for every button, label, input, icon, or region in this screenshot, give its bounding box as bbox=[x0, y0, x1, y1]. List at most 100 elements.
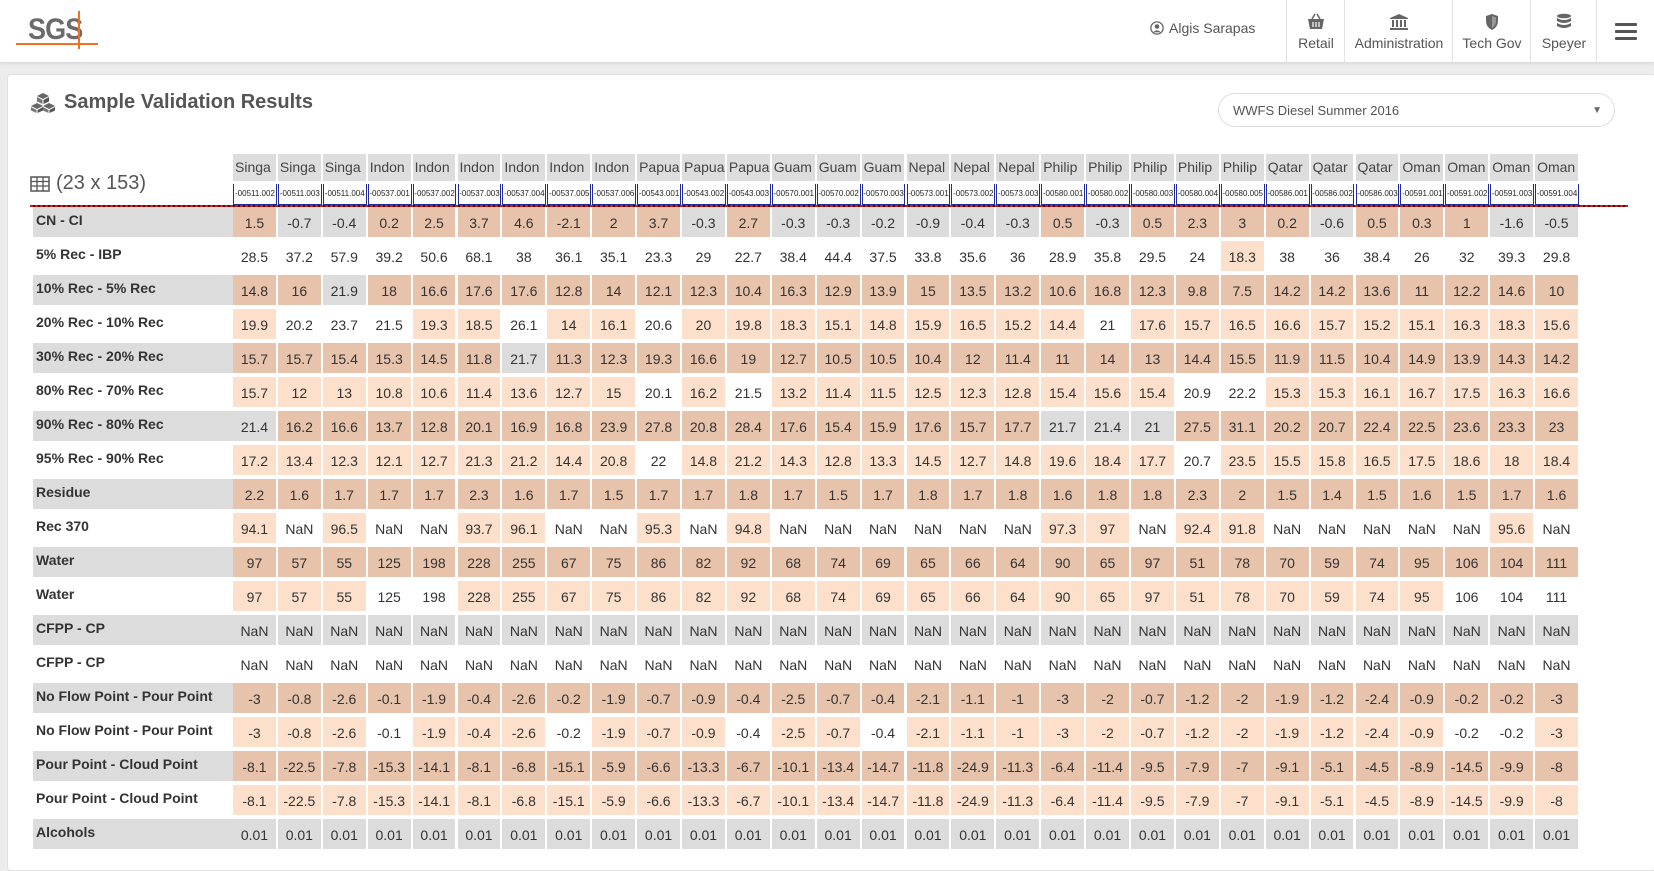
table-cell[interactable]: 29 bbox=[682, 241, 727, 273]
table-cell[interactable]: 1.5 bbox=[1445, 479, 1491, 511]
table-cell[interactable]: 12.3 bbox=[1131, 275, 1176, 307]
table-cell[interactable]: 14.8 bbox=[861, 309, 907, 341]
table-cell[interactable]: -0.7 bbox=[816, 717, 862, 749]
table-cell[interactable]: 23.7 bbox=[322, 309, 368, 341]
table-cell[interactable]: 16 bbox=[277, 275, 323, 307]
table-cell[interactable]: 21.3 bbox=[457, 445, 503, 477]
table-cell[interactable]: 0.01 bbox=[951, 819, 997, 851]
table-cell[interactable]: 35.8 bbox=[1086, 241, 1131, 273]
table-cell[interactable]: 15.2 bbox=[996, 309, 1042, 341]
table-cell[interactable]: 96.5 bbox=[322, 513, 368, 545]
table-cell[interactable]: 39.2 bbox=[367, 241, 413, 273]
table-cell[interactable]: 1.7 bbox=[367, 479, 413, 511]
table-cell[interactable]: -5.9 bbox=[592, 751, 638, 783]
table-cell[interactable]: 1.5 bbox=[1265, 479, 1311, 511]
table-cell[interactable]: 21.4 bbox=[233, 411, 278, 443]
table-cell[interactable]: 12.7 bbox=[412, 445, 458, 477]
table-cell[interactable]: 0.01 bbox=[412, 819, 458, 851]
table-cell[interactable]: 20.2 bbox=[277, 309, 323, 341]
table-cell[interactable]: 15.6 bbox=[1086, 377, 1131, 409]
table-cell[interactable]: 13 bbox=[1131, 343, 1176, 375]
table-cell[interactable]: 44.4 bbox=[816, 241, 862, 273]
table-cell[interactable]: NaN bbox=[592, 615, 638, 647]
table-cell[interactable]: -6.8 bbox=[502, 751, 548, 783]
table-cell[interactable]: 0.01 bbox=[322, 819, 368, 851]
table-cell[interactable]: 69 bbox=[861, 581, 907, 613]
table-cell[interactable]: 0.01 bbox=[367, 819, 413, 851]
table-cell[interactable]: 1.6 bbox=[502, 479, 548, 511]
table-cell[interactable]: -2.5 bbox=[771, 683, 817, 715]
table-cell[interactable]: 1.5 bbox=[592, 479, 638, 511]
table-cell[interactable]: 18.6 bbox=[1445, 445, 1491, 477]
table-cell[interactable]: -0.7 bbox=[1131, 683, 1176, 715]
table-cell[interactable]: NaN bbox=[906, 615, 952, 647]
table-cell[interactable]: -0.9 bbox=[1400, 683, 1446, 715]
table-cell[interactable]: -0.8 bbox=[277, 683, 323, 715]
column-header[interactable]: Indon bbox=[457, 154, 503, 181]
table-cell[interactable]: -0.2 bbox=[547, 683, 593, 715]
table-cell[interactable]: 1.7 bbox=[771, 479, 817, 511]
table-cell[interactable]: NaN bbox=[816, 513, 862, 545]
table-cell[interactable]: -9.9 bbox=[1490, 751, 1536, 783]
table-cell[interactable]: 0.01 bbox=[1355, 819, 1401, 851]
table-cell[interactable]: 0.01 bbox=[906, 819, 952, 851]
table-cell[interactable]: 23.6 bbox=[1445, 411, 1491, 443]
column-header[interactable]: Indon bbox=[412, 154, 458, 181]
table-cell[interactable]: 97 bbox=[1086, 513, 1131, 545]
table-cell[interactable]: 75 bbox=[592, 581, 638, 613]
table-cell[interactable]: 14.4 bbox=[547, 445, 593, 477]
column-header[interactable]: Papua bbox=[726, 154, 772, 181]
table-cell[interactable]: 0.01 bbox=[1535, 819, 1580, 851]
table-cell[interactable]: 10 bbox=[1535, 275, 1580, 307]
table-cell[interactable]: 35.6 bbox=[951, 241, 997, 273]
table-cell[interactable]: 0.01 bbox=[1400, 819, 1446, 851]
table-cell[interactable]: -2.1 bbox=[547, 207, 593, 239]
table-cell[interactable]: NaN bbox=[1400, 649, 1446, 681]
table-cell[interactable]: -22.5 bbox=[277, 751, 323, 783]
table-cell[interactable]: 24 bbox=[1175, 241, 1221, 273]
table-cell[interactable]: 14.8 bbox=[682, 445, 727, 477]
table-cell[interactable]: NaN bbox=[277, 615, 323, 647]
table-cell[interactable]: -0.4 bbox=[457, 717, 503, 749]
table-cell[interactable]: 1.7 bbox=[547, 479, 593, 511]
table-cell[interactable]: 0.01 bbox=[996, 819, 1042, 851]
table-cell[interactable]: 16.8 bbox=[1086, 275, 1131, 307]
table-cell[interactable]: 0.01 bbox=[1490, 819, 1536, 851]
table-cell[interactable]: 10.4 bbox=[1355, 343, 1401, 375]
table-cell[interactable]: 11.9 bbox=[1265, 343, 1311, 375]
table-cell[interactable]: NaN bbox=[637, 649, 682, 681]
table-cell[interactable]: NaN bbox=[1400, 615, 1446, 647]
table-cell[interactable]: 21.5 bbox=[367, 309, 413, 341]
table-cell[interactable]: -3 bbox=[1041, 717, 1087, 749]
table-cell[interactable]: 0.01 bbox=[1175, 819, 1221, 851]
table-cell[interactable]: 15.1 bbox=[1400, 309, 1446, 341]
table-cell[interactable]: 17.5 bbox=[1445, 377, 1491, 409]
table-cell[interactable]: 21 bbox=[1131, 411, 1176, 443]
table-cell[interactable]: 28.9 bbox=[1041, 241, 1087, 273]
table-cell[interactable]: -0.4 bbox=[861, 717, 907, 749]
column-header[interactable]: Philip bbox=[1041, 154, 1087, 181]
table-cell[interactable]: NaN bbox=[1535, 649, 1580, 681]
column-header[interactable]: Philip bbox=[1175, 154, 1221, 181]
table-cell[interactable]: 14 bbox=[547, 309, 593, 341]
table-cell[interactable]: 125 bbox=[367, 581, 413, 613]
table-cell[interactable]: NaN bbox=[816, 615, 862, 647]
table-cell[interactable]: 86 bbox=[637, 581, 682, 613]
table-cell[interactable]: 13.4 bbox=[277, 445, 323, 477]
table-cell[interactable]: 55 bbox=[322, 581, 368, 613]
table-cell[interactable]: NaN bbox=[682, 513, 727, 545]
table-cell[interactable]: 92.4 bbox=[1175, 513, 1221, 545]
table-cell[interactable]: 0.01 bbox=[861, 819, 907, 851]
nav-speyer[interactable]: Speyer bbox=[1530, 0, 1597, 62]
table-cell[interactable]: 14.4 bbox=[1175, 343, 1221, 375]
table-cell[interactable]: 3 bbox=[1220, 207, 1266, 239]
table-cell[interactable]: 32 bbox=[1445, 241, 1491, 273]
table-cell[interactable]: -15.3 bbox=[367, 785, 413, 817]
table-cell[interactable]: NaN bbox=[502, 615, 548, 647]
table-cell[interactable]: 16.5 bbox=[1220, 309, 1266, 341]
table-cell[interactable]: 20.9 bbox=[1175, 377, 1221, 409]
table-cell[interactable]: 0.01 bbox=[726, 819, 772, 851]
table-cell[interactable]: 96.1 bbox=[502, 513, 548, 545]
table-cell[interactable]: 67 bbox=[547, 547, 593, 579]
table-cell[interactable]: NaN bbox=[1490, 649, 1536, 681]
